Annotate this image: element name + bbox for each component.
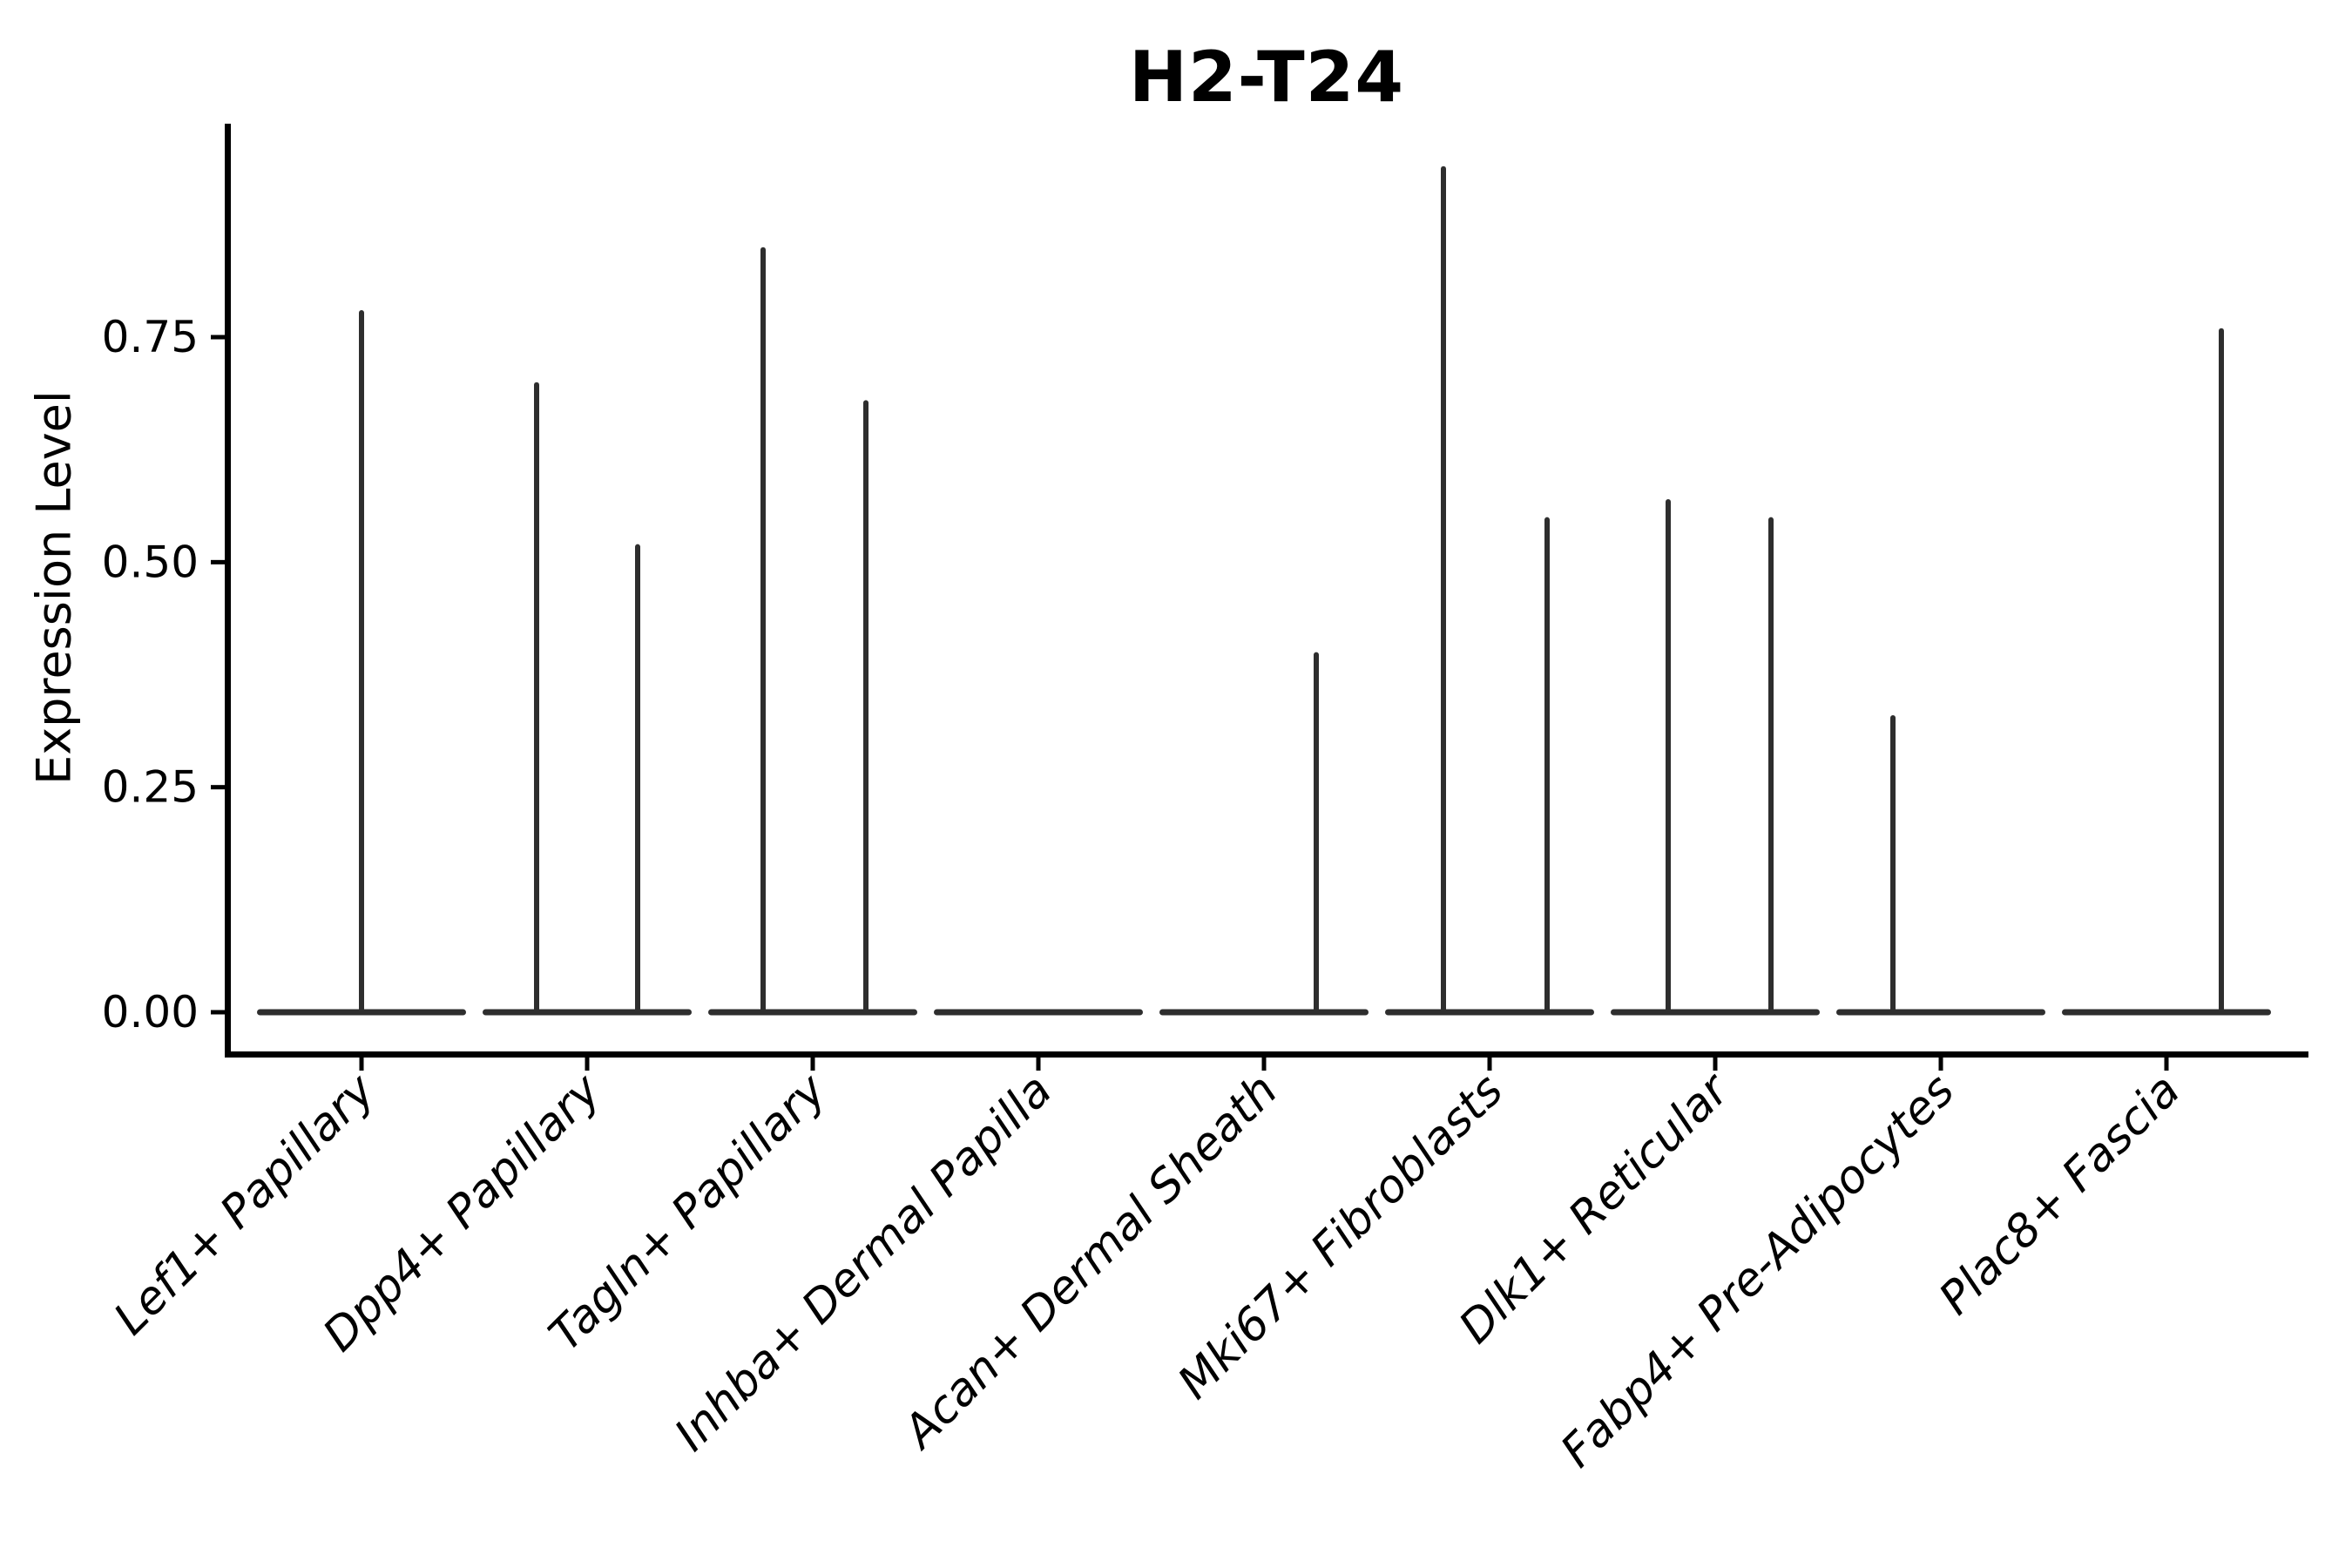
violin-spike bbox=[1441, 166, 1446, 1016]
chart-title: H2-T24 bbox=[1129, 37, 1404, 118]
y-tick bbox=[211, 785, 225, 790]
x-tick bbox=[359, 1058, 364, 1071]
x-tick bbox=[1487, 1058, 1492, 1071]
violin-baseline bbox=[1836, 1009, 2045, 1016]
violin-baseline bbox=[2062, 1009, 2271, 1016]
violin-baseline bbox=[1385, 1009, 1594, 1016]
x-tick bbox=[1036, 1058, 1041, 1071]
x-tick bbox=[810, 1058, 815, 1071]
violin-spike bbox=[1768, 517, 1774, 1016]
y-axis-line bbox=[225, 124, 231, 1058]
y-tick-label: 0.00 bbox=[102, 987, 199, 1037]
violin-spike bbox=[1666, 499, 1671, 1016]
x-tick bbox=[1713, 1058, 1718, 1071]
y-tick bbox=[211, 1010, 225, 1015]
violin-spike bbox=[635, 544, 640, 1016]
y-tick-label: 0.50 bbox=[102, 537, 199, 587]
violin-baseline bbox=[1611, 1009, 1820, 1016]
violin-spike bbox=[534, 382, 539, 1016]
x-tick bbox=[2164, 1058, 2169, 1071]
violin-spike bbox=[863, 400, 868, 1016]
x-category-label: Plac8+ Fascia bbox=[1930, 1064, 2190, 1325]
x-tick bbox=[1261, 1058, 1267, 1071]
y-tick-label: 0.25 bbox=[102, 762, 199, 813]
violin-spike bbox=[359, 310, 364, 1016]
violin-spike bbox=[2219, 328, 2224, 1016]
x-tick bbox=[585, 1058, 590, 1071]
violin-baseline bbox=[483, 1009, 692, 1016]
y-tick-label: 0.75 bbox=[102, 312, 199, 362]
violin-spike bbox=[1890, 715, 1896, 1016]
y-axis-label: Expression Level bbox=[27, 390, 82, 785]
x-category-label: Fabp4+ Pre-Adipocytes bbox=[1551, 1064, 1965, 1478]
y-tick bbox=[211, 559, 225, 564]
x-category-label: Inhba+ Dermal Papilla bbox=[665, 1064, 1062, 1462]
x-tick bbox=[1938, 1058, 1943, 1071]
x-category-label: Acan+ Dermal Sheath bbox=[892, 1064, 1288, 1460]
x-axis-line bbox=[225, 1051, 2308, 1058]
violin-spike bbox=[760, 247, 766, 1016]
violin-baseline bbox=[1159, 1009, 1369, 1016]
violin-spike bbox=[1314, 652, 1319, 1016]
violin-baseline bbox=[934, 1009, 1143, 1016]
y-tick bbox=[211, 335, 225, 340]
violin-spike bbox=[1544, 517, 1550, 1016]
violin-baseline bbox=[708, 1009, 917, 1016]
